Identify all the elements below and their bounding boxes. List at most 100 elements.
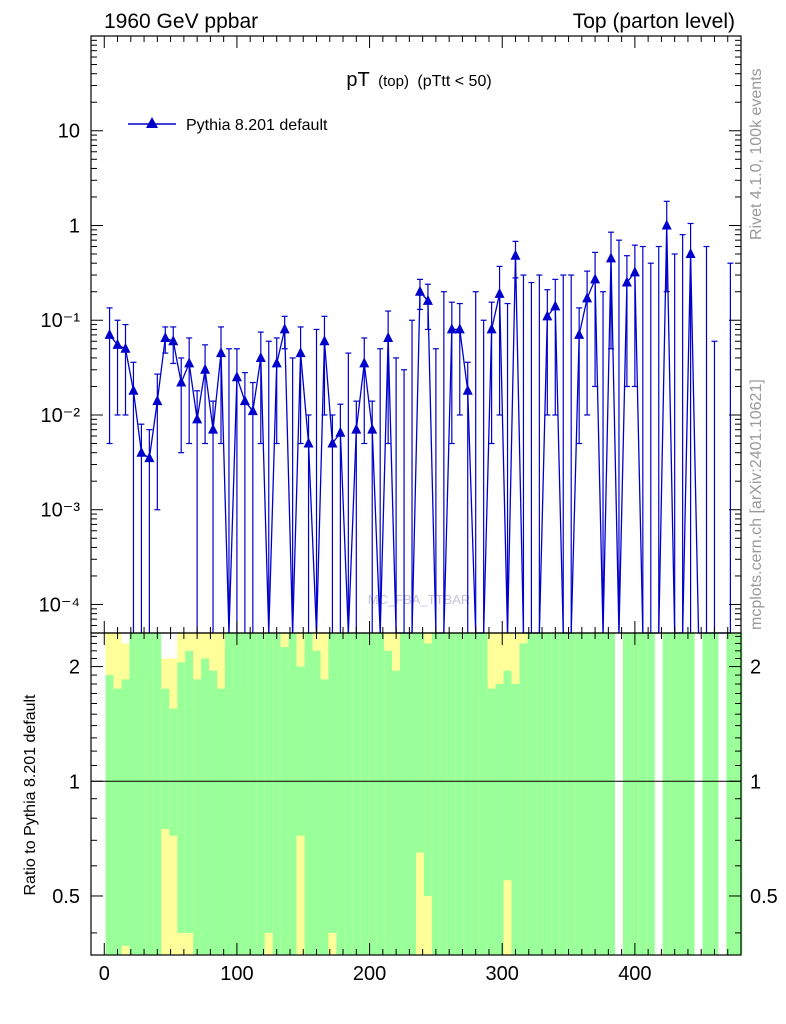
ratio-inner-band bbox=[256, 633, 265, 955]
data-point bbox=[383, 331, 394, 342]
data-point bbox=[359, 357, 370, 368]
ratio-inner-band bbox=[519, 643, 528, 955]
y-tick-label: 10⁻⁴ bbox=[39, 594, 80, 616]
data-point bbox=[279, 323, 290, 334]
data-point bbox=[327, 437, 338, 448]
ratio-inner-band bbox=[224, 633, 233, 955]
y-tick-label: 10⁻³ bbox=[41, 500, 81, 522]
data-point bbox=[454, 323, 465, 334]
ratio-gap bbox=[121, 633, 130, 644]
data-point bbox=[685, 248, 696, 259]
legend-marker-icon bbox=[146, 117, 158, 128]
ratio-inner-band bbox=[209, 670, 218, 955]
legend-label: Pythia 8.201 default bbox=[186, 117, 328, 134]
ratio-inner-band bbox=[487, 688, 496, 955]
data-point bbox=[574, 328, 585, 339]
ratio-inner-band bbox=[217, 688, 225, 955]
ratio-inner-band bbox=[272, 633, 281, 955]
x-tick-label: 200 bbox=[353, 963, 386, 985]
ratio-inner-band bbox=[551, 633, 560, 955]
ratio-inner-band bbox=[368, 633, 377, 955]
data-point bbox=[200, 363, 211, 374]
ratio-inner-band bbox=[543, 633, 552, 955]
ratio-inner-band bbox=[599, 633, 608, 955]
data-point bbox=[621, 276, 632, 287]
ratio-inner-band bbox=[392, 670, 401, 955]
data-point bbox=[271, 357, 282, 368]
main-title: pT (top) (pTtt < 50) bbox=[346, 69, 491, 91]
ratio-inner-band bbox=[463, 633, 472, 955]
ratio-inner-band bbox=[662, 633, 671, 955]
ratio-inner-band bbox=[678, 633, 687, 955]
data-point bbox=[462, 384, 473, 395]
data-point bbox=[351, 423, 362, 434]
axes: 10 1 10⁻¹ 10⁻² 10⁻³ 10⁻⁴ 2 2 1 1 0.5 0.5 0 100 200 300 4… bbox=[39, 35, 778, 985]
ratio-inner-band bbox=[686, 633, 695, 955]
data-point bbox=[104, 328, 115, 339]
watermark: MC_FBA_TTBAR bbox=[368, 592, 471, 607]
ratio-inner-band bbox=[591, 633, 600, 955]
ratio-inner-band bbox=[607, 633, 615, 955]
ratio-inner-band bbox=[527, 633, 536, 955]
title-sub: (top) bbox=[378, 73, 409, 90]
data-point bbox=[582, 292, 593, 303]
data-point bbox=[168, 335, 179, 346]
data-point bbox=[192, 413, 203, 424]
ratio-inner-band bbox=[352, 633, 361, 955]
ratio-inner-band bbox=[575, 633, 584, 955]
ratio-inner-band bbox=[384, 650, 393, 955]
data-point bbox=[303, 437, 314, 448]
data-point bbox=[231, 371, 242, 382]
title-cut: (pTtt < 50) bbox=[417, 73, 491, 90]
data-point bbox=[661, 219, 672, 230]
ratio-inner-band bbox=[670, 633, 679, 955]
mcplots-label: mcplots.cern.ch [arXiv:2401.10621] bbox=[748, 379, 765, 630]
data-point bbox=[422, 294, 433, 305]
ratio-inner-band bbox=[248, 633, 257, 955]
ratio-inner-band bbox=[559, 633, 568, 955]
data-point bbox=[152, 395, 163, 406]
data-point bbox=[208, 423, 219, 434]
ratio-y-tick-label-right: 2 bbox=[750, 657, 761, 679]
ratio-bands bbox=[91, 633, 743, 955]
data-point bbox=[239, 395, 250, 406]
x-tick-label: 400 bbox=[618, 963, 651, 985]
data-point bbox=[494, 287, 505, 298]
ratio-inner-band bbox=[646, 633, 655, 955]
ratio-inner-band bbox=[193, 679, 202, 955]
ratio-inner-band bbox=[336, 633, 345, 955]
ratio-inner-band bbox=[129, 633, 138, 955]
ratio-inner-band bbox=[105, 675, 114, 955]
ratio-inner-band bbox=[280, 647, 289, 955]
ratio-inner-band bbox=[726, 633, 735, 955]
ratio-inner-band bbox=[503, 670, 512, 881]
data-point bbox=[160, 331, 171, 342]
ratio-inner-band bbox=[312, 650, 321, 955]
ratio-inner-band bbox=[240, 633, 249, 955]
ratio-inner-band bbox=[169, 708, 178, 836]
ratio-inner-band bbox=[113, 688, 122, 955]
ratio-inner-band bbox=[734, 633, 743, 955]
ratio-y-tick-label-right: 1 bbox=[750, 771, 761, 793]
ratio-ylabel: Ratio to Pythia 8.201 default bbox=[22, 694, 39, 896]
header-left: 1960 GeV ppbar bbox=[104, 10, 258, 33]
ratio-inner-band bbox=[376, 633, 385, 955]
ratio-inner-band bbox=[296, 666, 305, 836]
ratio-inner-band bbox=[423, 643, 432, 896]
ratio-inner-band bbox=[344, 633, 353, 955]
data-point bbox=[216, 347, 226, 358]
ratio-inner-band bbox=[328, 633, 337, 933]
data-point bbox=[510, 249, 521, 260]
data-point bbox=[542, 310, 553, 321]
ratio-inner-band bbox=[360, 633, 369, 955]
data-point bbox=[550, 300, 561, 311]
data-point bbox=[184, 357, 195, 368]
ratio-inner-band bbox=[567, 633, 576, 955]
ratio-inner-band bbox=[320, 679, 329, 955]
ratio-inner-band bbox=[408, 633, 416, 955]
data-point bbox=[255, 351, 266, 362]
y-tick-label: 10⁻¹ bbox=[41, 310, 81, 332]
ratio-inner-band bbox=[185, 650, 194, 933]
ratio-inner-band bbox=[479, 633, 488, 955]
